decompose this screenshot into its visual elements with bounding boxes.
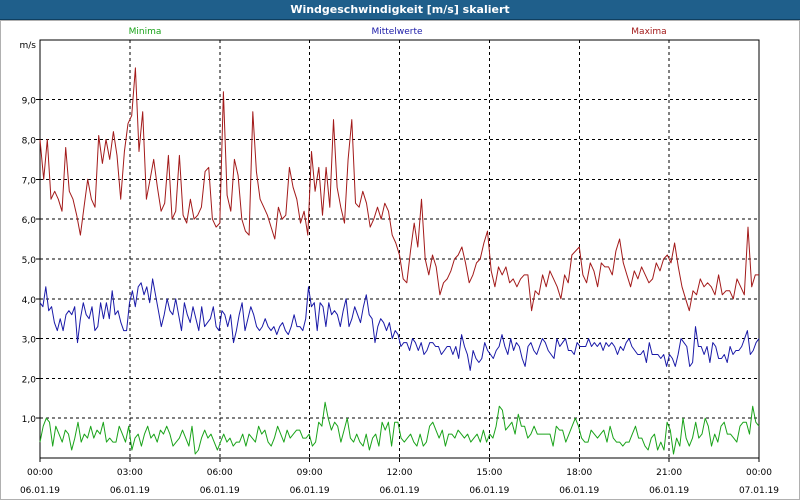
x-tick-time-label: 09:00 (297, 468, 323, 478)
chart-title-bar: Windgeschwindigkeit [m/s] skaliert (0, 0, 800, 20)
y-tick-label: 2,0 (22, 375, 37, 385)
y-axis-unit-label: m/s (20, 41, 37, 51)
x-tick-time-label: 15:00 (476, 468, 502, 478)
x-tick-time-label: 00:00 (746, 468, 772, 478)
chart-title: Windgeschwindigkeit [m/s] skaliert (290, 3, 510, 16)
x-tick-time-label: 03:00 (117, 468, 143, 478)
x-tick-time-label: 00:00 (27, 468, 53, 478)
x-tick-date-label: 06.01.19 (290, 486, 330, 496)
y-tick-label: 7,0 (22, 176, 37, 186)
x-tick-time-label: 18:00 (566, 468, 592, 478)
legend-label-mittelwerte: Mittelwerte (371, 27, 422, 37)
series-line-mittelwerte (39, 278, 760, 371)
plot-area-border (39, 39, 760, 459)
x-tick-date-label: 06.01.19 (379, 486, 419, 496)
x-tick-date-label: 06.01.19 (20, 486, 60, 496)
legend-label-minima: Minima (129, 27, 162, 37)
legend-label-maxima: Maxima (631, 27, 666, 37)
x-tick-time-label: 21:00 (656, 468, 682, 478)
y-tick-label: 8,0 (22, 137, 37, 147)
x-tick-date-label: 06.01.19 (469, 486, 509, 496)
series-line-maxima (39, 67, 759, 312)
x-tick-date-label: 06.01.19 (200, 486, 240, 496)
y-tick-label: 3,0 (22, 336, 37, 346)
y-tick-label: 9,0 (22, 97, 37, 107)
series-line-minima (39, 401, 760, 455)
y-tick-label: 5,0 (22, 256, 37, 266)
x-tick-date-label: 06.01.19 (110, 486, 150, 496)
x-tick-time-label: 12:00 (387, 468, 413, 478)
x-tick-date-label: 07.01.19 (739, 486, 779, 496)
x-tick-time-label: 06:00 (207, 468, 233, 478)
y-tick-label: 1,0 (22, 415, 37, 425)
x-tick-date-label: 06.01.19 (559, 486, 599, 496)
y-tick-label: 4,0 (22, 296, 37, 306)
x-tick-date-label: 06.01.19 (649, 486, 689, 496)
y-tick-label: 6,0 (22, 216, 37, 226)
